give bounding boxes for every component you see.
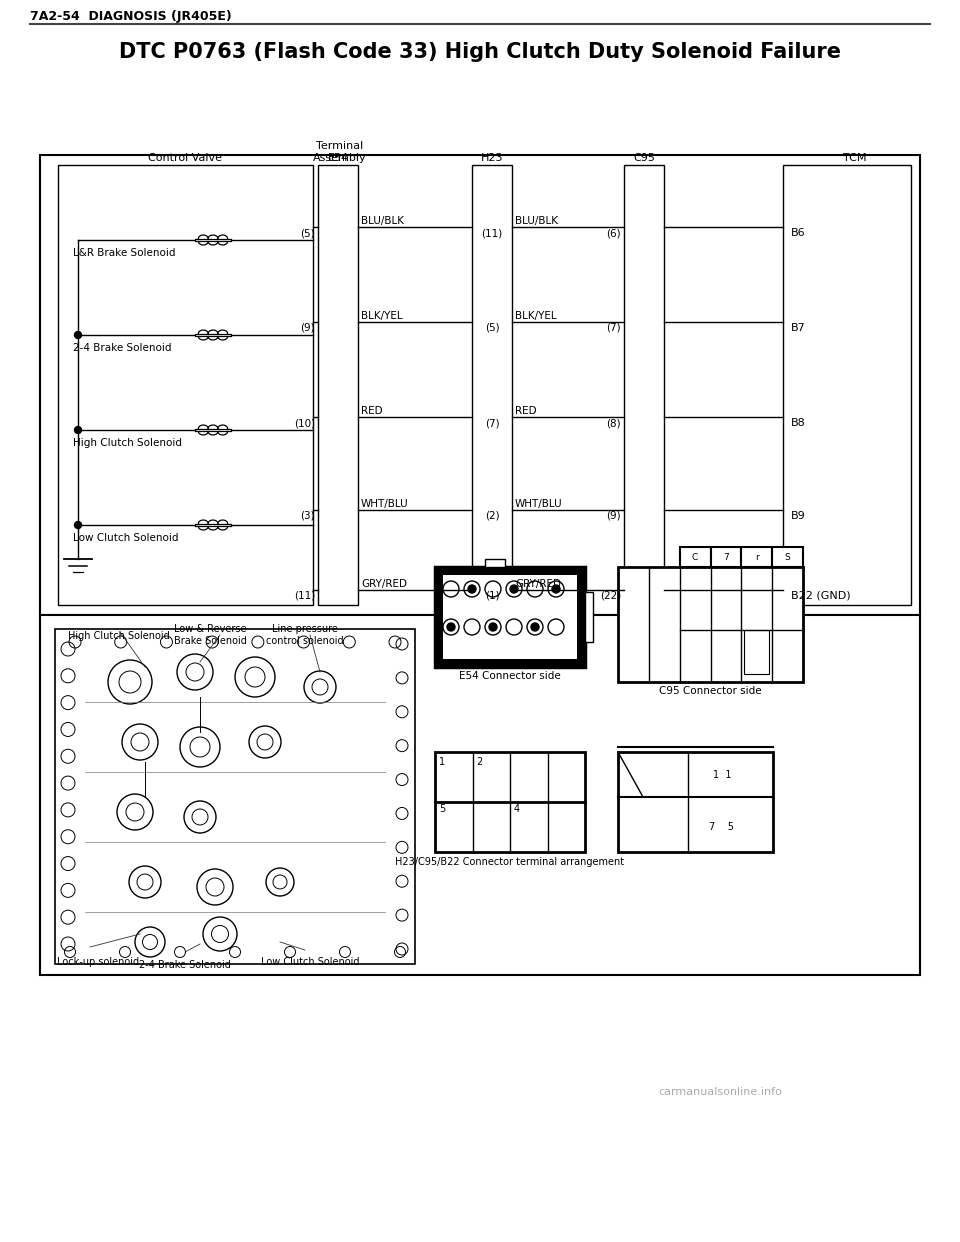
Bar (618, 751, 773, 852)
Text: (22): (22) (600, 591, 621, 601)
Text: B8: B8 (791, 419, 805, 428)
Text: S: S (784, 553, 790, 561)
Text: High Clutch Solenoid: High Clutch Solenoid (68, 631, 170, 641)
Text: BLU/BLK: BLU/BLK (361, 216, 404, 226)
Text: B9: B9 (791, 510, 805, 520)
Text: Lock-up solenoid: Lock-up solenoid (57, 958, 139, 968)
Circle shape (447, 623, 455, 631)
Text: 2-4 Brake Solenoid: 2-4 Brake Solenoid (139, 960, 231, 970)
Bar (618, 568, 803, 682)
Bar (485, 559, 505, 568)
Text: BLK/YEL: BLK/YEL (361, 310, 402, 320)
Bar (624, 165, 664, 605)
Text: H23/C95/B22 Connector terminal arrangement: H23/C95/B22 Connector terminal arrangeme… (396, 857, 625, 867)
Text: 1  1: 1 1 (712, 770, 732, 780)
Bar (472, 165, 512, 605)
Text: (9): (9) (300, 323, 315, 333)
Text: Line pressure
control solenoid: Line pressure control solenoid (266, 623, 344, 646)
Text: B7: B7 (791, 323, 805, 333)
Text: (7): (7) (485, 419, 499, 428)
Text: DTC P0763 (Flash Code 33) High Clutch Duty Solenoid Failure: DTC P0763 (Flash Code 33) High Clutch Du… (119, 42, 841, 62)
Text: H23: H23 (481, 153, 503, 163)
Text: RED: RED (515, 406, 537, 416)
Text: 4: 4 (514, 804, 520, 814)
Text: (11): (11) (481, 229, 503, 238)
Text: (1): (1) (485, 591, 499, 601)
Text: C: C (692, 553, 698, 561)
Text: (2): (2) (485, 510, 499, 520)
Text: (8): (8) (607, 419, 621, 428)
Text: (5): (5) (485, 323, 499, 333)
Bar (585, 592, 593, 642)
Bar (435, 568, 585, 667)
Text: Low & Reverse
Brake Solenoid: Low & Reverse Brake Solenoid (174, 623, 247, 646)
Bar (741, 546, 772, 568)
Text: Control Valve: Control Valve (149, 153, 223, 163)
Text: 1: 1 (439, 758, 445, 768)
Text: 2: 2 (476, 758, 483, 768)
Text: C95 Connector side: C95 Connector side (660, 686, 762, 696)
Text: 5: 5 (439, 804, 445, 814)
Text: GRY/RED: GRY/RED (361, 579, 407, 589)
Circle shape (552, 585, 560, 592)
Text: BLU/BLK: BLU/BLK (515, 216, 558, 226)
Bar (744, 630, 769, 674)
Bar (58, 165, 313, 605)
Text: WHT/BLU: WHT/BLU (515, 499, 563, 509)
Bar (40, 155, 920, 615)
Text: B22 (GND): B22 (GND) (791, 591, 851, 601)
Text: (11): (11) (294, 591, 315, 601)
Text: carmanualsonline.info: carmanualsonline.info (658, 1087, 782, 1097)
Bar (435, 751, 585, 852)
Text: E54: E54 (327, 153, 348, 163)
Text: (9): (9) (607, 510, 621, 520)
Text: TCM: TCM (843, 153, 867, 163)
Bar (772, 546, 803, 568)
Text: 7: 7 (723, 553, 729, 561)
Text: 7A2-54  DIAGNOSIS (JR405E): 7A2-54 DIAGNOSIS (JR405E) (30, 10, 231, 24)
Circle shape (75, 522, 82, 529)
Text: Low Clutch Solenoid: Low Clutch Solenoid (261, 958, 359, 968)
Circle shape (531, 623, 539, 631)
Text: 7    5: 7 5 (709, 822, 734, 832)
Text: Low Clutch Solenoid: Low Clutch Solenoid (73, 533, 179, 543)
Text: Terminal
Assembly: Terminal Assembly (313, 142, 367, 163)
Bar (443, 575, 577, 660)
Circle shape (489, 623, 497, 631)
Circle shape (75, 332, 82, 339)
Text: 2-4 Brake Solenoid: 2-4 Brake Solenoid (73, 343, 172, 353)
Text: r: r (755, 553, 758, 561)
Text: (5): (5) (300, 229, 315, 238)
Circle shape (510, 585, 518, 592)
Text: WHT/BLU: WHT/BLU (361, 499, 409, 509)
Bar (40, 615, 920, 975)
Text: (7): (7) (607, 323, 621, 333)
Circle shape (75, 426, 82, 433)
Bar (710, 546, 741, 568)
Text: L&R Brake Solenoid: L&R Brake Solenoid (73, 248, 176, 258)
Text: E54 Connector side: E54 Connector side (459, 671, 561, 681)
Text: RED: RED (361, 406, 383, 416)
Text: (6): (6) (607, 229, 621, 238)
Text: High Clutch Solenoid: High Clutch Solenoid (73, 438, 182, 448)
Text: BLK/YEL: BLK/YEL (515, 310, 557, 320)
Text: GRY/RED: GRY/RED (515, 579, 561, 589)
Bar (318, 165, 358, 605)
Circle shape (468, 585, 476, 592)
Bar (680, 546, 710, 568)
Bar (55, 628, 415, 964)
Text: (10): (10) (294, 419, 315, 428)
Text: C95: C95 (633, 153, 655, 163)
Text: B6: B6 (791, 229, 805, 238)
Bar (783, 165, 911, 605)
Text: (3): (3) (300, 510, 315, 520)
